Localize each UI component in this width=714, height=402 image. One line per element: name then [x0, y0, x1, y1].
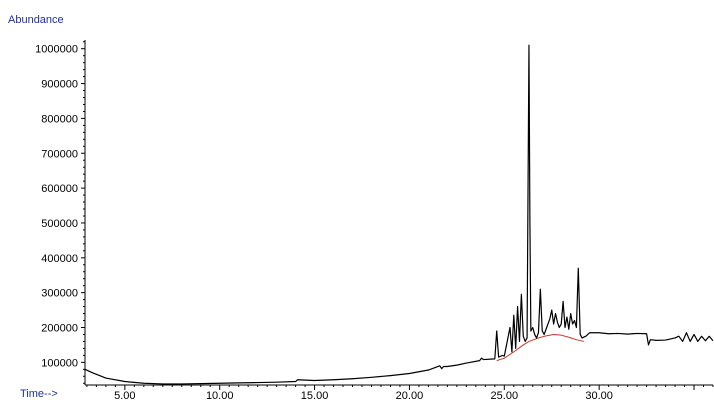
- y-tick-label: 500000: [41, 218, 78, 230]
- y-tick-label: 700000: [41, 148, 78, 160]
- integration-baseline-line: [496, 333, 585, 362]
- tic-trace-line: [84, 44, 714, 385]
- x-tick-label: 5.00: [114, 390, 135, 402]
- x-tick-label: 20.00: [396, 390, 424, 402]
- x-tick-label: 30.00: [585, 390, 613, 402]
- y-tick-label: 900000: [41, 79, 78, 91]
- y-tick-label: 100000: [41, 357, 78, 369]
- y-tick-label: 300000: [41, 288, 78, 300]
- x-tick-label: 15.00: [301, 390, 329, 402]
- x-tick-label: 25.00: [491, 390, 519, 402]
- y-tick-label: 800000: [41, 113, 78, 125]
- y-axis-title: Abundance: [8, 14, 64, 26]
- y-tick-label: 600000: [41, 183, 78, 195]
- y-tick-label: 1000000: [35, 44, 78, 56]
- x-tick-label: 10.00: [206, 390, 234, 402]
- y-tick-label: 200000: [41, 323, 78, 335]
- y-tick-label: 400000: [41, 253, 78, 265]
- x-axis-title: Time-->: [20, 388, 58, 400]
